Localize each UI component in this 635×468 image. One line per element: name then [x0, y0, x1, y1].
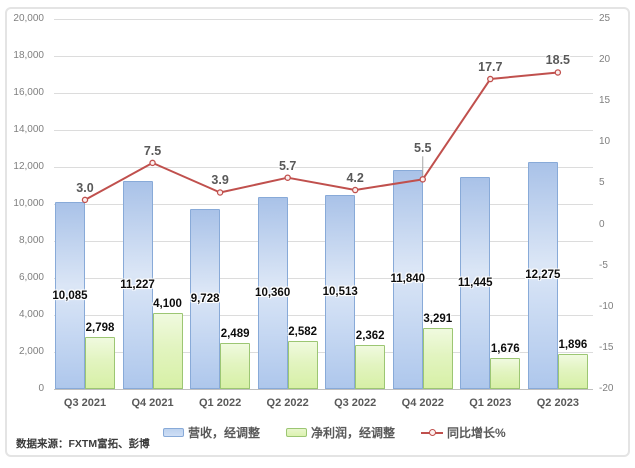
y-axis-left-tick: 18,000	[13, 50, 44, 61]
profit-swatch-icon	[286, 427, 308, 437]
gridline	[54, 129, 593, 131]
revenue-value-label: 10,513	[322, 285, 358, 298]
bar-profit	[490, 357, 521, 389]
bar-profit	[355, 345, 386, 389]
revenue-value-label: 11,227	[120, 279, 155, 292]
gridline	[54, 277, 593, 279]
bar-profit	[85, 337, 115, 389]
bar-profit	[220, 342, 251, 389]
x-axis-label: Q1 2023	[469, 397, 512, 409]
y-axis-left-tick: 16,000	[13, 87, 44, 98]
legend-item-growth: 同比增长%	[421, 424, 506, 441]
bar-revenue	[392, 169, 423, 389]
bar-revenue	[190, 209, 221, 389]
growth-value-label: 7.5	[143, 143, 162, 158]
y-axis-right-tick: 25	[599, 13, 611, 24]
gridline	[54, 92, 593, 94]
y-axis-left-tick: 10,000	[13, 198, 44, 209]
bar-revenue	[460, 177, 491, 389]
legend-label-growth: 同比增长%	[447, 425, 506, 440]
bar-profit	[557, 353, 588, 389]
y-axis-right-tick: 10	[599, 136, 611, 148]
x-axis-label: Q3 2021	[63, 397, 107, 409]
x-axis-label: Q3 2022	[334, 397, 377, 409]
profit-value-label: 2,362	[355, 330, 385, 343]
x-axis-label: Q2 2022	[266, 397, 309, 409]
growth-value-label: 5.7	[278, 158, 297, 173]
growth-value-label: 17.7	[478, 60, 503, 75]
profit-value-label: 2,798	[85, 322, 115, 335]
y-axis-right-tick: -20	[599, 383, 614, 394]
gridline	[54, 55, 593, 57]
x-axis-label: Q2 2023	[536, 397, 579, 409]
y-axis-right-tick: -5	[599, 259, 608, 271]
bar-profit	[422, 328, 453, 389]
legend-item-profit: 净利润，经调整	[286, 424, 395, 441]
chart-legend: 营收，经调整 净利润，经调整 同比增长%	[163, 424, 506, 440]
bar-revenue	[122, 181, 153, 389]
gridline	[54, 203, 593, 205]
y-axis-right-tick: -10	[599, 300, 614, 312]
revenue-value-label: 9,728	[190, 293, 220, 306]
bar-revenue	[257, 197, 288, 389]
y-axis-left-tick: 20,000	[13, 13, 44, 24]
gridline	[54, 388, 593, 390]
y-axis-left-tick: 0	[38, 383, 44, 394]
growth-value-label: 18.5	[545, 53, 571, 68]
growth-value-label: 3.0	[76, 180, 94, 195]
revenue-value-label: 12,275	[525, 269, 561, 282]
gridline	[54, 314, 593, 316]
x-axis-label: Q4 2022	[401, 397, 444, 409]
y-axis-right-tick: 20	[599, 54, 611, 66]
gridline	[54, 351, 593, 353]
revenue-swatch-icon	[163, 427, 184, 437]
y-axis-left-tick: 12,000	[13, 161, 44, 172]
legend-label-profit: 净利润，经调整	[311, 425, 396, 440]
legend-label-revenue: 营收，经调整	[188, 425, 261, 440]
y-axis-right-tick: 0	[599, 218, 605, 230]
growth-value-label: 5.5	[414, 141, 432, 156]
y-axis-left-tick: 4,000	[18, 309, 44, 320]
revenue-value-label: 10,085	[52, 289, 88, 302]
y-axis-left-tick: 2,000	[18, 346, 44, 357]
y-axis-right-tick: 15	[599, 95, 611, 107]
profit-value-label: 4,100	[153, 298, 182, 311]
y-axis-left-tick: 8,000	[18, 235, 44, 246]
profit-value-label: 1,896	[558, 338, 588, 351]
profit-value-label: 1,676	[490, 342, 520, 355]
profit-value-label: 2,489	[220, 327, 250, 340]
y-axis-left-tick: 14,000	[13, 124, 44, 135]
revenue-value-label: 10,360	[255, 287, 291, 300]
x-axis-label: Q4 2021	[131, 397, 174, 409]
growth-value-label: 4.2	[346, 171, 364, 186]
bar-profit	[152, 313, 183, 389]
source-note: 数据来源：FXTM富拓、彭博	[16, 438, 150, 450]
profit-value-label: 2,582	[288, 326, 318, 339]
growth-value-label: 3.9	[211, 173, 229, 188]
bar-revenue	[325, 194, 356, 389]
y-axis-right-tick: 5	[599, 177, 605, 189]
revenue-value-label: 11,840	[390, 273, 426, 286]
y-axis-left-tick: 6,000	[18, 272, 44, 283]
bar-revenue	[55, 202, 85, 389]
bar-profit	[287, 341, 318, 389]
legend-item-revenue: 营收，经调整	[163, 424, 260, 441]
gridline	[54, 240, 593, 242]
y-axis-right-tick: -15	[599, 341, 614, 353]
gridline	[54, 18, 593, 20]
profit-value-label: 3,291	[423, 313, 453, 326]
gridline	[54, 166, 593, 168]
x-axis-label: Q1 2022	[198, 397, 242, 409]
revenue-value-label: 11,445	[458, 277, 493, 290]
growth-line-icon	[421, 428, 444, 437]
